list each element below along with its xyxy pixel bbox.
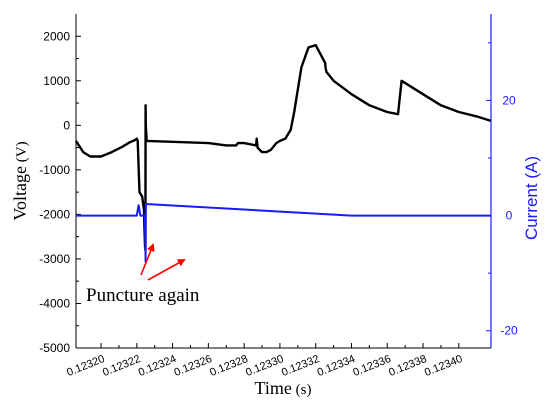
y-tick-label: -3000 — [39, 252, 70, 266]
y-axis-title: Voltage (V) — [10, 141, 30, 220]
x-tick-label: 0.12340 — [423, 353, 464, 379]
x-tick-label: 0.12334 — [316, 353, 357, 379]
x-tick-label: 0.12322 — [101, 353, 142, 379]
y2-tick-label: 20 — [502, 93, 516, 107]
y-tick-label: -4000 — [39, 296, 70, 310]
annotation-arrow — [147, 259, 186, 281]
annotation-arrow — [140, 243, 155, 276]
x-tick-label: 0.12338 — [387, 353, 428, 379]
y2-tick-label: -20 — [500, 324, 518, 338]
x-tick-label: 0.12330 — [244, 353, 285, 379]
y-tick-label: -1000 — [39, 163, 70, 177]
x-tick-label: 0.12320 — [65, 353, 106, 379]
y2-tick-label: 0 — [506, 209, 513, 223]
current-series-line — [76, 203, 491, 263]
x-axis-title: Time (s) — [255, 378, 312, 398]
x-tick-label: 0.12336 — [351, 353, 392, 379]
x-tick-label: 0.12326 — [173, 353, 214, 379]
y2-axis-title: Current (A) — [522, 156, 541, 240]
chart-marks: 2000 1000 0 -1000 -2000 -3000 -4000 -5000 20 0 -20… — [10, 14, 541, 398]
y-tick-label: 2000 — [43, 29, 70, 43]
annotation-label: Puncture again — [86, 285, 200, 306]
y-tick-label: 0 — [63, 118, 70, 132]
y-tick-label: -5000 — [39, 341, 70, 355]
y-tick-label: 1000 — [43, 74, 70, 88]
x-tick-label: 0.12328 — [208, 353, 249, 379]
x-tick-label: 0.12324 — [137, 353, 178, 379]
x-tick-label: 0.12332 — [280, 353, 321, 379]
y-tick-label: -2000 — [39, 207, 70, 221]
voltage-series-line — [74, 44, 492, 252]
